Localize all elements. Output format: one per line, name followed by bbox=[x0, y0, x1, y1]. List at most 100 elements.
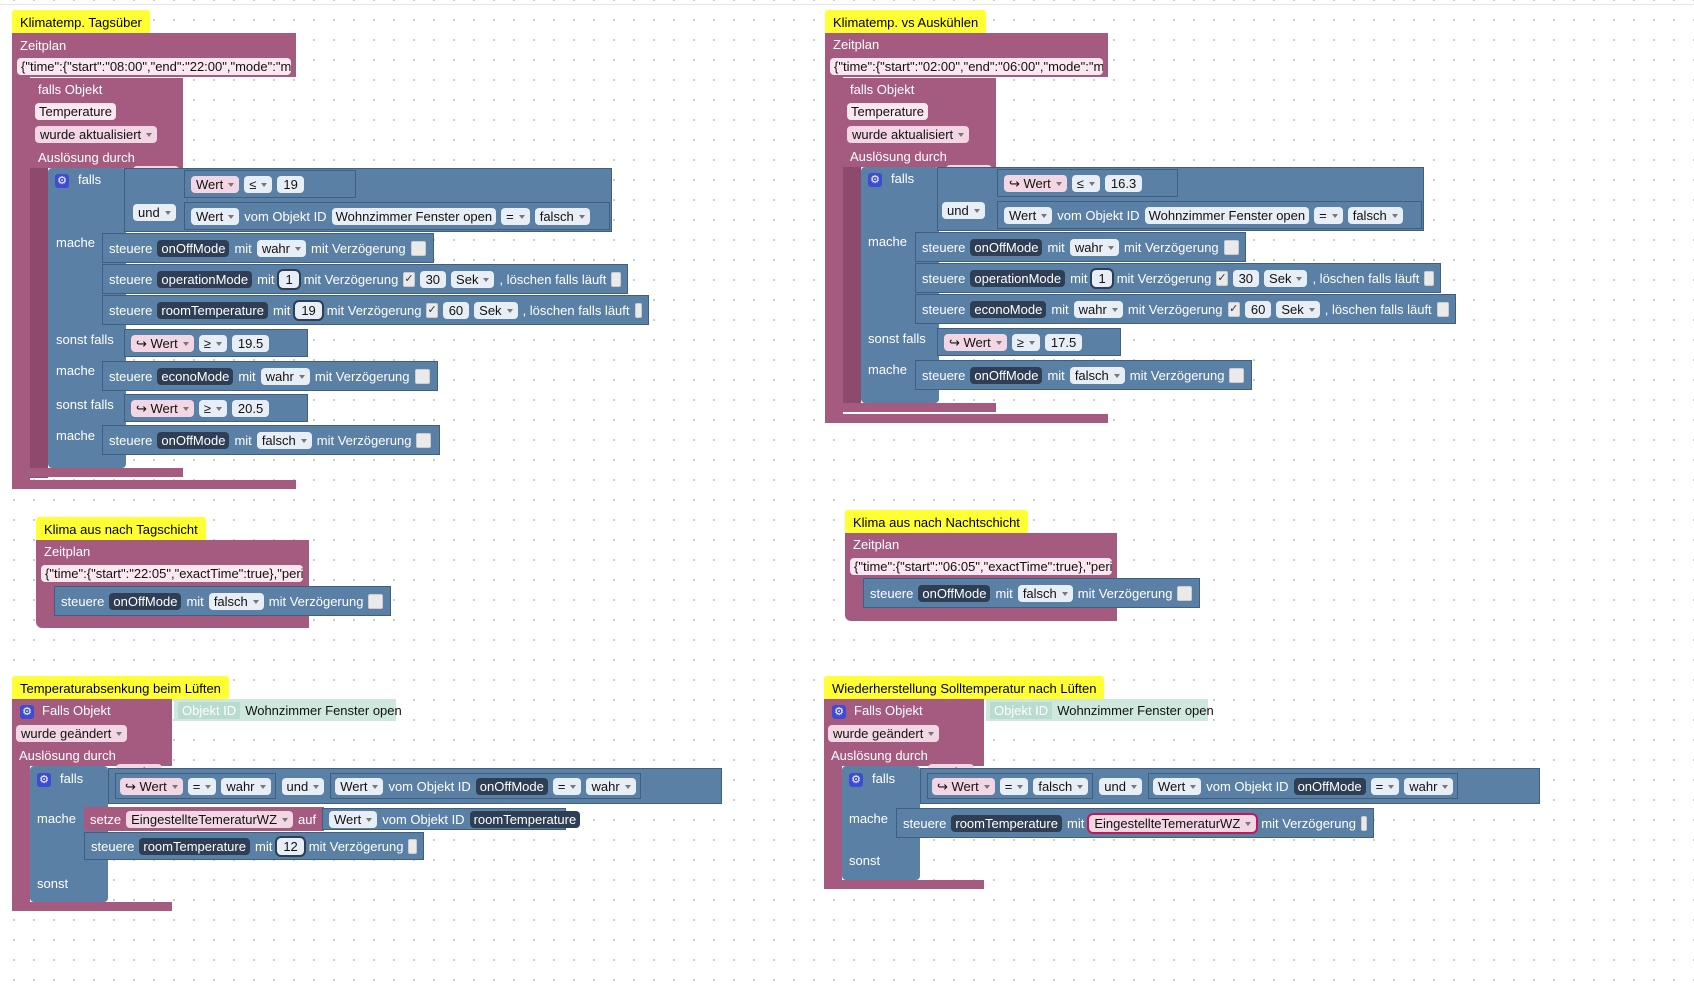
object-id-field[interactable]: roomTemperature bbox=[157, 301, 268, 319]
logic-op-dropdown[interactable]: und bbox=[133, 204, 176, 221]
object-id-field[interactable]: econoMode bbox=[970, 300, 1047, 318]
steuere-block[interactable]: steuere onOffMode mit falsch mit Verzöge… bbox=[102, 425, 440, 455]
bool-dropdown[interactable]: wahr bbox=[1073, 300, 1123, 318]
bool-dropdown[interactable]: falsch bbox=[208, 592, 264, 610]
unit-dropdown[interactable]: Sek bbox=[1264, 269, 1308, 287]
number-field[interactable]: 19 bbox=[277, 175, 304, 193]
operator-dropdown[interactable]: ≥ bbox=[198, 334, 227, 352]
delay-checkbox[interactable]: ✓ bbox=[1216, 270, 1228, 286]
state-dropdown[interactable]: Wert bbox=[329, 810, 378, 828]
set-variable-block[interactable]: setze EingestellteTemeraturWZ auf bbox=[84, 807, 324, 831]
variable-wert[interactable]: ↪ Wert bbox=[1004, 174, 1067, 192]
trigger-dropdown[interactable]: wurde geändert bbox=[828, 725, 940, 742]
delay-checkbox[interactable] bbox=[416, 432, 432, 448]
steuere-block[interactable]: steuere onOffMode mit falsch mit Verzöge… bbox=[915, 360, 1252, 390]
gear-icon[interactable]: ⚙ bbox=[832, 703, 846, 719]
delay-number[interactable]: 30 bbox=[419, 270, 447, 288]
steuere-block[interactable]: steuere roomTemperature mit 19 mit Verzö… bbox=[102, 295, 649, 325]
object-id-field[interactable]: onOffMode bbox=[475, 777, 548, 795]
operator-dropdown[interactable]: ≥ bbox=[1011, 333, 1040, 351]
object-id-field[interactable]: onOffMode bbox=[1293, 777, 1366, 795]
object-id-field[interactable]: operationMode bbox=[970, 269, 1066, 287]
object-id-field[interactable]: onOffMode bbox=[157, 431, 230, 449]
steuere-block[interactable]: steuere econoMode mit wahr mit Verzögeru… bbox=[102, 361, 438, 391]
number-field[interactable]: 12 bbox=[275, 835, 306, 857]
zeitplan-header[interactable]: Zeitplan {"time":{"start":"08:00","end":… bbox=[12, 33, 296, 77]
comment[interactable]: Klima aus nach Tagschicht bbox=[36, 517, 206, 541]
operator-dropdown[interactable]: = bbox=[999, 777, 1029, 795]
operator-dropdown[interactable]: = bbox=[1370, 777, 1400, 795]
bool-dropdown[interactable]: falsch bbox=[1033, 777, 1089, 795]
comment[interactable]: Klima aus nach Nachtschicht bbox=[845, 510, 1028, 534]
steuere-block[interactable]: steuere onOffMode mit falsch mit Verzöge… bbox=[54, 586, 391, 616]
trigger-dropdown[interactable]: wurde geändert bbox=[16, 725, 128, 742]
cron-field[interactable]: {"time":{"start":"06:05","exactTime":tru… bbox=[850, 558, 1112, 575]
object-id-field[interactable]: onOffMode bbox=[970, 238, 1043, 256]
object-id-field[interactable]: onOffMode bbox=[109, 592, 182, 610]
bool-dropdown[interactable]: wahr bbox=[260, 367, 310, 385]
variable-wert[interactable]: ↪ Wert bbox=[131, 334, 194, 352]
delay-checkbox[interactable] bbox=[368, 593, 384, 609]
object-id-input[interactable]: Objekt ID Wohnzimmer Fenster open bbox=[174, 699, 402, 721]
delay-checkbox[interactable] bbox=[1223, 239, 1239, 255]
unit-dropdown[interactable]: Sek bbox=[1276, 300, 1320, 318]
delay-checkbox[interactable] bbox=[414, 368, 430, 384]
bool-dropdown[interactable]: wahr bbox=[586, 777, 636, 795]
object-field[interactable]: Temperature bbox=[847, 103, 928, 120]
logic-op-dropdown[interactable]: und bbox=[942, 202, 985, 219]
compare-block[interactable]: Wert vom Objekt ID Wohnzimmer Fenster op… bbox=[997, 201, 1422, 229]
number-field[interactable]: 17.5 bbox=[1044, 333, 1083, 351]
trigger-header[interactable]: ⚙ Falls Objekt wurde geändert Auslösung … bbox=[12, 699, 172, 781]
steuere-block[interactable]: steuere onOffMode mit falsch mit Verzöge… bbox=[863, 578, 1200, 608]
state-dropdown[interactable]: Wert bbox=[335, 777, 384, 795]
trigger-header[interactable]: falls Objekt Temperature wurde aktualisi… bbox=[30, 78, 183, 183]
object-id-field[interactable]: onOffMode bbox=[918, 584, 991, 602]
logic-op-dropdown[interactable]: und bbox=[281, 777, 325, 795]
unit-dropdown[interactable]: Sek bbox=[474, 301, 518, 319]
state-dropdown[interactable]: Wert bbox=[1004, 206, 1053, 224]
compare-block[interactable]: ↪ Wert = falsch bbox=[927, 773, 1094, 799]
number-field[interactable]: 1 bbox=[1090, 267, 1114, 289]
trigger-dropdown[interactable]: wurde aktualisiert bbox=[847, 126, 970, 143]
delay-checkbox[interactable] bbox=[1229, 367, 1245, 383]
bool-dropdown[interactable]: wahr bbox=[221, 777, 271, 795]
compare-block[interactable]: ↪ Wert ≥ 19.5 bbox=[124, 329, 308, 357]
variable-getter[interactable]: EingestellteTemeraturWZ bbox=[1087, 812, 1259, 834]
comment[interactable]: Temperaturabsenkung beim Lüften bbox=[12, 676, 229, 700]
object-id-field[interactable]: onOffMode bbox=[157, 239, 230, 257]
compare-block[interactable]: ↪ Wert ≥ 20.5 bbox=[124, 394, 308, 422]
bool-dropdown[interactable]: falsch bbox=[534, 207, 590, 225]
object-field[interactable]: Temperature bbox=[35, 103, 116, 120]
compare-block[interactable]: ↪ Wert ≥ 17.5 bbox=[937, 328, 1121, 356]
gear-icon[interactable]: ⚙ bbox=[868, 171, 882, 187]
steuere-block[interactable]: steuere roomTemperature mit Eingestellte… bbox=[896, 808, 1374, 838]
operator-dropdown[interactable]: = bbox=[552, 777, 582, 795]
zeitplan-header[interactable]: Zeitplan {"time":{"start":"02:00","end":… bbox=[825, 33, 1108, 77]
state-block[interactable]: Wert vom Objekt ID roomTemperature bbox=[322, 808, 581, 830]
object-id-field[interactable]: onOffMode bbox=[970, 366, 1043, 384]
number-field[interactable]: 1 bbox=[277, 268, 301, 290]
delay-number[interactable]: 30 bbox=[1232, 269, 1260, 287]
operator-dropdown[interactable]: ≤ bbox=[244, 175, 273, 193]
delay-number[interactable]: 60 bbox=[442, 301, 470, 319]
comment[interactable]: Klimatemp. Tagsüber bbox=[12, 10, 150, 34]
compare-block[interactable]: ↪ Wert = wahr bbox=[115, 773, 276, 799]
variable-dropdown[interactable]: EingestellteTemeraturWZ bbox=[126, 810, 294, 828]
object-id-field[interactable]: Wohnzimmer Fenster open bbox=[1144, 206, 1310, 224]
object-id-field[interactable]: roomTemperature bbox=[469, 810, 581, 828]
cron-field[interactable]: {"time":{"start":"02:00","end":"06:00","… bbox=[830, 58, 1103, 75]
and-block[interactable]: ↪ Wert = falsch und Wert vom Objekt ID o… bbox=[920, 768, 1540, 804]
and-block[interactable]: ↪ Wert = wahr und Wert vom Objekt ID onO… bbox=[108, 768, 722, 804]
number-field[interactable]: 19.5 bbox=[231, 334, 270, 352]
compare-block[interactable]: Wert vom Objekt ID Wohnzimmer Fenster op… bbox=[184, 202, 610, 230]
gear-icon[interactable]: ⚙ bbox=[849, 771, 863, 787]
clear-checkbox[interactable] bbox=[611, 271, 621, 287]
operator-dropdown[interactable]: ≥ bbox=[198, 399, 227, 417]
number-field[interactable]: 20.5 bbox=[231, 399, 270, 417]
bool-dropdown[interactable]: falsch bbox=[256, 431, 312, 449]
clear-checkbox[interactable] bbox=[1424, 270, 1434, 286]
bool-dropdown[interactable]: wahr bbox=[256, 239, 306, 257]
operator-dropdown[interactable]: = bbox=[501, 207, 530, 225]
steuere-block[interactable]: steuere operationMode mit 1 mit Verzöger… bbox=[915, 263, 1441, 293]
clear-checkbox[interactable] bbox=[634, 302, 642, 318]
